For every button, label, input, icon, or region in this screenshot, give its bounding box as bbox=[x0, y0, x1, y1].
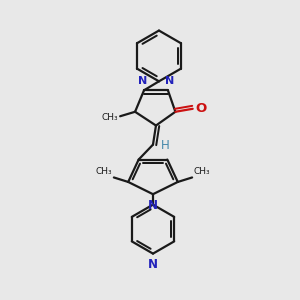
Text: N: N bbox=[165, 76, 174, 86]
Text: CH₃: CH₃ bbox=[194, 167, 211, 176]
Text: CH₃: CH₃ bbox=[95, 167, 112, 176]
Text: N: N bbox=[148, 258, 158, 271]
Text: N: N bbox=[138, 76, 147, 86]
Text: CH₃: CH₃ bbox=[101, 113, 118, 122]
Text: H: H bbox=[161, 139, 170, 152]
Text: N: N bbox=[148, 199, 158, 212]
Text: O: O bbox=[196, 102, 207, 115]
